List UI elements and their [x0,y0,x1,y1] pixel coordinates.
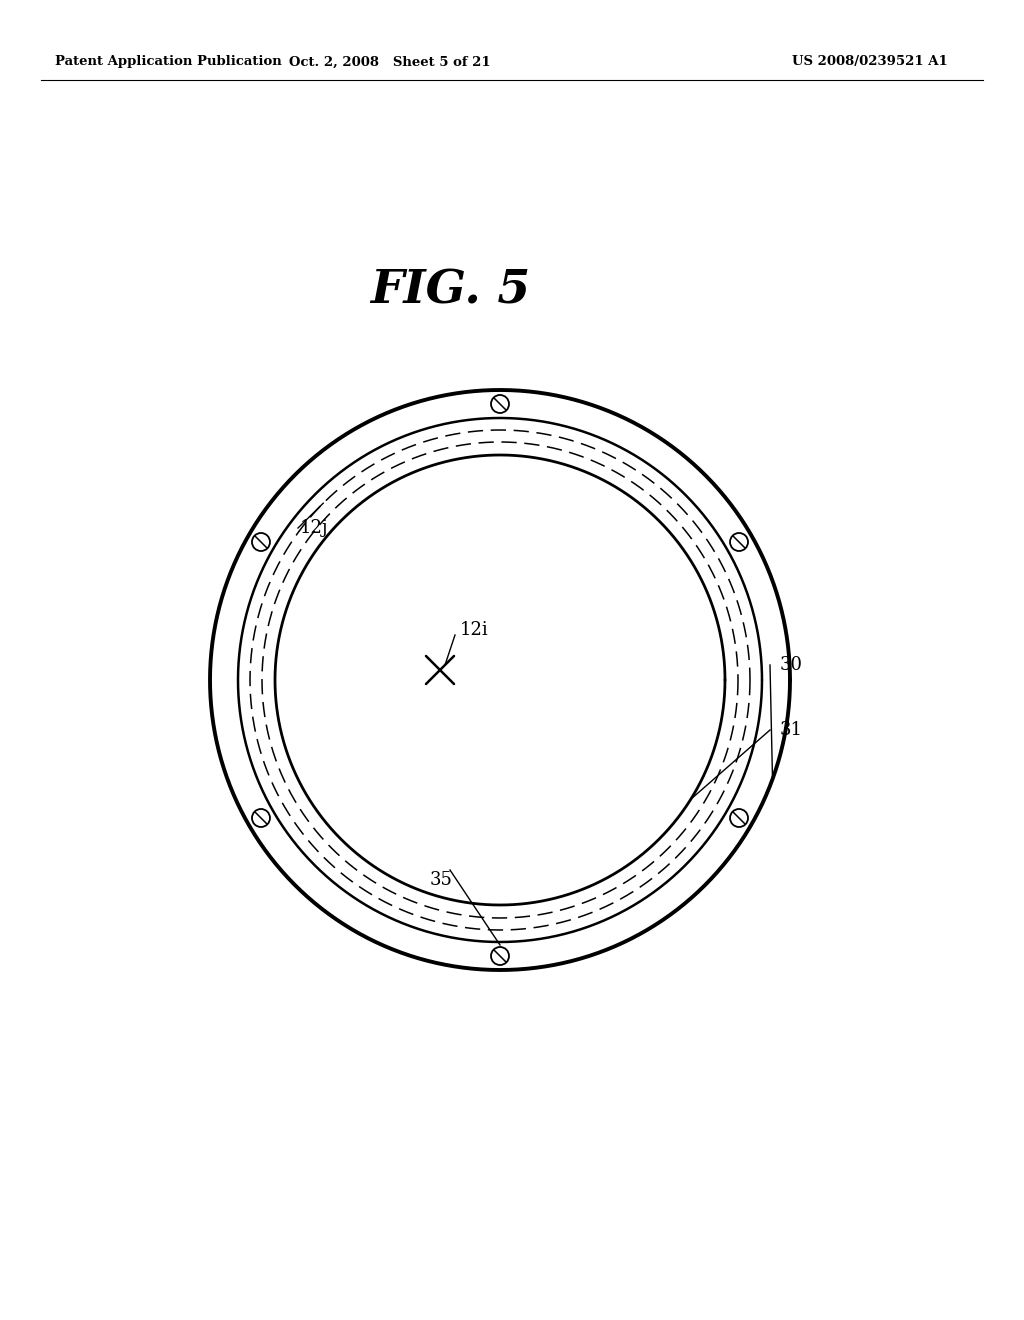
Text: 30: 30 [780,656,803,675]
Circle shape [730,809,748,828]
Text: 31: 31 [780,721,803,739]
Text: US 2008/0239521 A1: US 2008/0239521 A1 [793,55,948,69]
Text: 35: 35 [430,871,453,888]
Circle shape [252,809,270,828]
Text: FIG. 5: FIG. 5 [370,267,530,313]
Circle shape [252,533,270,550]
Text: 12i: 12i [460,620,488,639]
Text: Patent Application Publication: Patent Application Publication [55,55,282,69]
Circle shape [730,533,748,550]
Circle shape [490,395,509,413]
Text: Oct. 2, 2008   Sheet 5 of 21: Oct. 2, 2008 Sheet 5 of 21 [289,55,490,69]
Circle shape [490,946,509,965]
Text: 12j: 12j [300,519,329,537]
